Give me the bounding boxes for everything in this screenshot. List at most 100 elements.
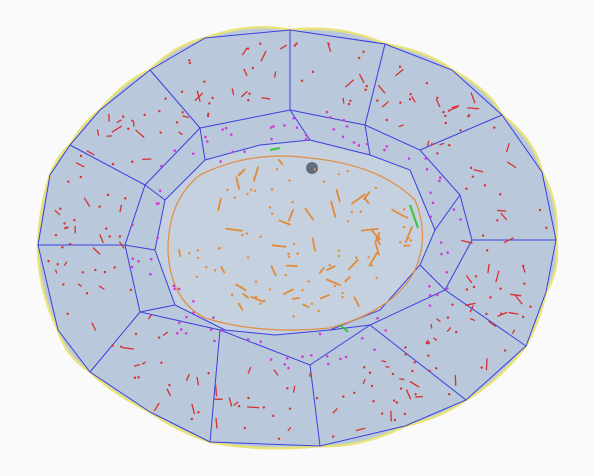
magenta-dot [385, 145, 388, 148]
magenta-dot [259, 340, 262, 343]
magenta-dot [272, 125, 275, 128]
red-dot [427, 354, 429, 356]
red-dot [176, 121, 178, 123]
red-dot [137, 376, 139, 378]
red-dot [159, 131, 161, 133]
red-dot [259, 43, 261, 45]
orange-dot [347, 170, 349, 172]
magenta-dot [225, 127, 228, 130]
magenta-dot [172, 285, 175, 288]
red-dot [252, 67, 254, 69]
red-dot [59, 207, 61, 209]
magenta-dot [453, 208, 456, 211]
red-dot [413, 361, 415, 363]
orange-dot [226, 189, 228, 191]
orange-dot [399, 241, 401, 243]
orange-dot [287, 253, 289, 255]
orange-dot [197, 257, 199, 259]
red-dot [135, 333, 137, 335]
magenta-dot [137, 260, 140, 263]
magenta-dot [305, 138, 308, 141]
red-dot [448, 109, 450, 111]
red-dot [358, 57, 360, 59]
red-dot [66, 226, 68, 228]
magenta-dot [243, 150, 246, 153]
magenta-dot [446, 287, 449, 290]
magenta-dot [247, 338, 250, 341]
red-dot [80, 155, 82, 157]
orange-vessel [287, 266, 297, 267]
orange-dot [338, 250, 340, 252]
magenta-dot [459, 218, 462, 221]
red-dot [396, 401, 398, 403]
orange-dot [323, 181, 325, 183]
magenta-dot [270, 138, 273, 141]
red-dot [411, 370, 413, 372]
red-dot [447, 316, 449, 318]
magenta-dot [428, 285, 431, 288]
red-dot [57, 263, 59, 265]
red-dot [82, 271, 84, 273]
orange-dot [341, 296, 343, 298]
red-vessel [455, 375, 456, 386]
red-dot [67, 313, 69, 315]
magenta-dot [383, 149, 386, 152]
red-dot [158, 336, 160, 338]
magenta-dot [339, 358, 342, 361]
magenta-dot [178, 288, 181, 291]
red-dot [455, 331, 457, 333]
magenta-dot [157, 202, 160, 205]
magenta-dot [292, 117, 295, 120]
red-dot [522, 265, 524, 267]
red-dot [489, 296, 491, 298]
red-dot [238, 405, 240, 407]
red-dot [316, 397, 318, 399]
red-dot [493, 126, 495, 128]
red-dot [470, 167, 472, 169]
orange-dot [188, 252, 190, 254]
magenta-dot [287, 367, 290, 370]
magenta-dot [345, 356, 348, 359]
red-dot [342, 395, 344, 397]
red-vessel [216, 385, 217, 397]
orange-dot [406, 216, 408, 218]
red-dot [467, 115, 469, 117]
red-dot [364, 89, 366, 91]
red-dot [168, 384, 170, 386]
red-dot [207, 372, 209, 374]
red-dot [504, 349, 506, 351]
magenta-dot [327, 362, 330, 365]
orange-dot [241, 287, 243, 289]
magenta-dot [353, 141, 356, 144]
red-dot [295, 42, 297, 44]
red-dot [127, 128, 129, 130]
orange-dot [308, 280, 310, 282]
red-dot [107, 194, 109, 196]
red-dot [263, 406, 265, 408]
orange-dot [375, 187, 377, 189]
red-dot [445, 122, 447, 124]
orange-dot [239, 172, 241, 174]
magenta-dot [210, 328, 213, 331]
red-dot [131, 161, 133, 163]
red-dot [181, 91, 183, 93]
red-dot [207, 115, 209, 117]
orange-vessel [179, 250, 180, 256]
magenta-dot [408, 157, 411, 160]
red-dot [104, 271, 106, 273]
red-dot [394, 419, 396, 421]
red-dot [459, 129, 461, 131]
magenta-dot [426, 168, 429, 171]
orange-dot [355, 256, 357, 258]
orange-dot [410, 239, 412, 241]
orange-dot [329, 264, 331, 266]
orange-dot [360, 210, 362, 212]
red-dot [134, 377, 136, 379]
magenta-dot [326, 111, 329, 114]
magenta-dot [366, 143, 369, 146]
red-dot [404, 346, 406, 348]
red-dot [94, 269, 96, 271]
red-dot [362, 51, 364, 53]
red-dot [73, 219, 75, 221]
magenta-dot [439, 176, 442, 179]
